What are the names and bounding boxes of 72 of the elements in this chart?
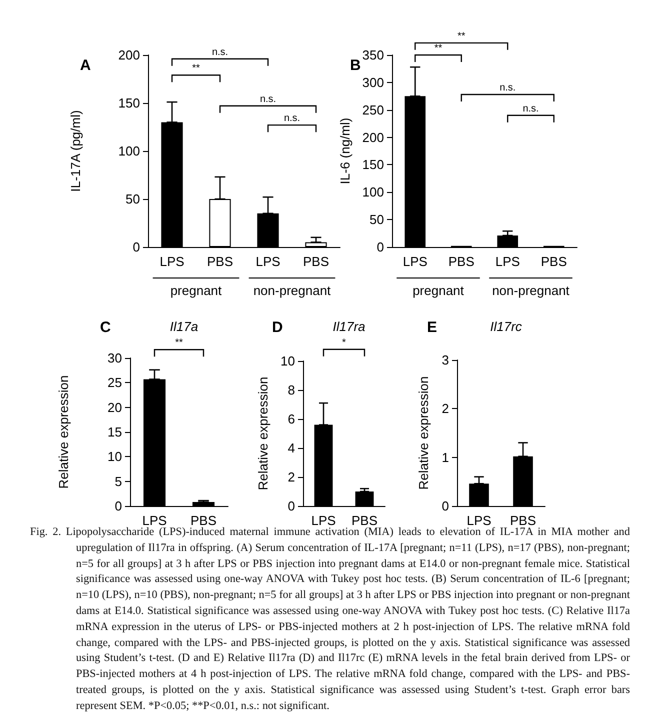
- y-tick-label: 2: [442, 401, 449, 416]
- y-tick-label: 100: [118, 144, 140, 158]
- y-tick-label: 10: [280, 354, 295, 368]
- x-tick-label: PBS: [510, 513, 536, 528]
- y-tick-label: 0: [132, 240, 140, 254]
- y-axis-title: IL-6 (ng/ml): [337, 118, 352, 184]
- y-tick-label: 150: [118, 96, 140, 110]
- y-tick-label: 150: [362, 157, 384, 172]
- x-tick-label: LPS: [142, 513, 168, 528]
- y-tick-label: 20: [108, 400, 122, 415]
- x-tick-label: PBS: [302, 254, 330, 269]
- y-tick-label: 0: [376, 240, 384, 254]
- annotation: n.s.: [522, 103, 539, 114]
- chart-subtitle: Il17ra: [332, 319, 366, 334]
- x-tick-label: PBS: [448, 254, 475, 269]
- x-tick-label: PBS: [540, 254, 568, 269]
- y-tick-label: 6: [288, 412, 295, 426]
- chart-subtitle: Il17rc: [490, 319, 522, 334]
- x-tick-label: LPS: [160, 254, 185, 269]
- text: **: [457, 30, 466, 42]
- y-tick-label: 0: [442, 498, 449, 514]
- x-tick-label: PBS: [190, 513, 217, 528]
- y-axis-title: IL-17A (pg/ml): [68, 110, 83, 192]
- chart-title: E: [427, 319, 438, 336]
- y-tick-label: 50: [126, 192, 140, 206]
- y-tick-label: 30: [108, 350, 122, 366]
- annotation: n.s.: [260, 94, 276, 105]
- text: pregnant: [170, 283, 222, 298]
- y-tick-label: 5: [114, 474, 122, 489]
- text: **: [434, 43, 442, 54]
- x-tick-label: LPS: [466, 513, 492, 528]
- y-tick-label: 15: [108, 424, 122, 440]
- y-tick-label: 4: [288, 440, 295, 456]
- x-tick-label: PBS: [206, 254, 234, 269]
- y-tick-label: 300: [362, 74, 384, 90]
- y-axis-title: Relative expression: [256, 376, 271, 490]
- x-tick-label: LPS: [402, 254, 428, 269]
- y-tick-label: 50: [370, 212, 384, 228]
- y-tick-label: 200: [362, 130, 384, 145]
- y-tick-label: 25: [108, 375, 122, 390]
- y-axis-title: Relative expression: [56, 375, 71, 489]
- text: pregnant: [412, 283, 464, 298]
- y-tick-label: 100: [362, 184, 384, 200]
- y-tick-label: 1: [442, 450, 449, 465]
- y-tick-label: 0: [288, 498, 295, 514]
- chart-title: D: [272, 319, 283, 336]
- chart-subtitle: Il17a: [170, 319, 198, 334]
- text: **: [175, 338, 183, 349]
- annotation: **: [192, 63, 200, 74]
- y-tick-label: 200: [118, 48, 140, 62]
- x-tick-label: LPS: [256, 254, 281, 269]
- x-tick-label: PBS: [351, 513, 378, 528]
- text: non-pregnant: [492, 283, 570, 298]
- y-tick-label: 350: [362, 48, 384, 62]
- annotation: n.s.: [284, 113, 300, 124]
- text: non-pregnant: [253, 283, 332, 298]
- y-tick-label: 0: [114, 498, 122, 514]
- x-tick-label: LPS: [311, 513, 336, 528]
- y-tick-label: 2: [288, 470, 295, 484]
- chart-title: B: [350, 57, 361, 74]
- text: Fig. 2. Lipopolysaccharide (LPS)-induced maternal immune activation (MIA) leads to elevation of IL-17A in MIA mother and upregulation of Il17ra in offspring. (A) Serum concentration of IL-17A [pregnant; n=11 (LPS), n=17 (PBS), non-pregnant; n=5 for all groups] at 3 h after LPS or PBS injection into pregnant dams at E14.0 or non-pregnant female mice. Statistical significance was assessed using one-way ANOVA with Tukey post hoc tests. (B) Serum concentration of IL-6 [pregnant; n=10 (LPS), n=10 (PBS), non-pregnant; n=5 for all groups] at 3 h after LPS or PBS injection into pregnant or non-pregnant dams at E14.0. Statistical significance was assessed using one-way ANOVA with Tukey post hoc tests. (C) Relative Il17a mRNA expression in the uterus of LPS- or PBS-injected mothers at 2 h post-injection of LPS. The relative mRNA fold change, compared with the LPS- and PBS-injected groups, is plotted on the y axis. Statistical significance was assessed using Student’s t-test. (D and E) Relative Il17ra (D) and Il17rc (E) mRNA levels in the fetal brain derived from LPS- or PBS-injected mothers at 4 h post-injection of LPS. The relative mRNA fold change, compared with the LPS- and PBS- treated groups, is plotted on the y axis. Statistical significance was assessed using Student’s t-test. Graph error bars represent SEM. *P<0.05; **P<0.01, n.s.: not significant.: [30, 526, 630, 712]
- y-tick-label: 3: [442, 352, 449, 368]
- y-tick-label: 8: [288, 382, 295, 398]
- annotation: n.s.: [212, 46, 228, 58]
- y-tick-label: 10: [108, 449, 122, 464]
- chart-title: C: [100, 319, 111, 336]
- chart-title: A: [80, 57, 91, 74]
- y-axis-title: Relative expression: [416, 376, 431, 490]
- x-tick-label: LPS: [495, 254, 520, 269]
- text: *: [342, 337, 346, 348]
- annotation: n.s.: [500, 82, 516, 94]
- y-tick-label: 250: [362, 102, 384, 118]
